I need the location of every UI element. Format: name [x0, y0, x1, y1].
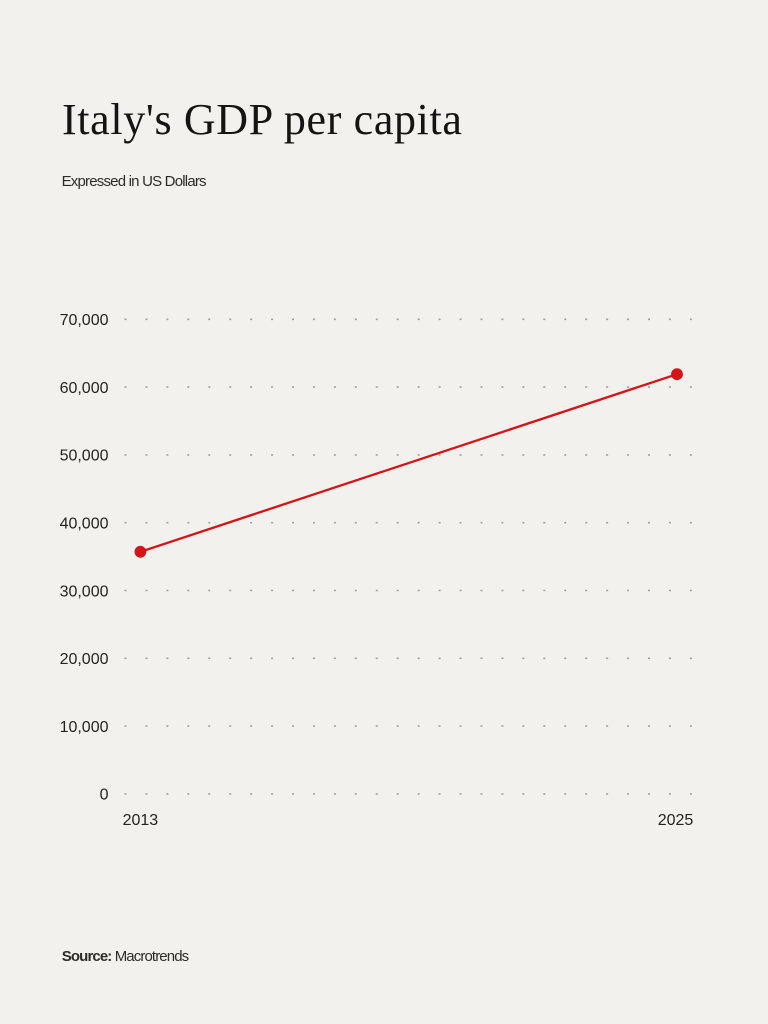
- svg-text:2025: 2025: [658, 812, 694, 829]
- svg-text:40,000: 40,000: [60, 516, 109, 533]
- svg-text:30,000: 30,000: [60, 583, 109, 600]
- svg-text:60,000: 60,000: [60, 380, 109, 397]
- svg-text:50,000: 50,000: [60, 448, 109, 465]
- svg-text:10,000: 10,000: [60, 719, 109, 736]
- svg-text:0: 0: [100, 787, 109, 804]
- svg-text:20,000: 20,000: [60, 651, 109, 668]
- svg-text:2013: 2013: [123, 812, 159, 829]
- svg-text:70,000: 70,000: [60, 312, 109, 329]
